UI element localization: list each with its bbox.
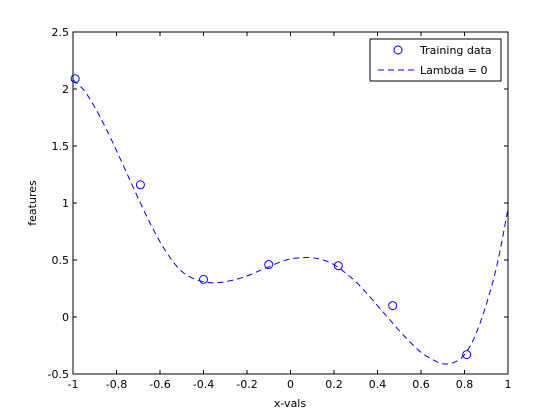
x-tick-label: 1 xyxy=(505,378,512,391)
x-tick-label: -0.2 xyxy=(236,378,257,391)
x-tick-label: -0.4 xyxy=(193,378,214,391)
x-tick-label: 0.4 xyxy=(369,378,387,391)
y-tick-label: 2.5 xyxy=(52,26,70,39)
y-tick-label: 2 xyxy=(62,83,69,96)
y-tick-label: 1.5 xyxy=(52,140,70,153)
x-tick-label: -0.8 xyxy=(106,378,127,391)
x-tick-label: 0.2 xyxy=(325,378,343,391)
y-tick-label: 0 xyxy=(62,311,69,324)
legend: Training data Lambda = 0 xyxy=(370,39,501,81)
y-tick-label: 1 xyxy=(62,197,69,210)
x-tick-label: 0 xyxy=(287,378,294,391)
legend-label-lambda: Lambda = 0 xyxy=(420,64,488,77)
x-tick-label: -1 xyxy=(68,378,79,391)
x-tick-label: 0.6 xyxy=(412,378,430,391)
y-tick-label: -0.5 xyxy=(48,368,69,381)
y-axis-label: features xyxy=(26,180,39,226)
plot-area xyxy=(73,32,508,374)
x-tick-label: 0.8 xyxy=(456,378,474,391)
x-axis-label: x-vals xyxy=(274,397,306,410)
legend-label-training-data: Training data xyxy=(419,44,492,57)
y-tick-label: 0.5 xyxy=(52,254,70,267)
x-tick-label: -0.6 xyxy=(149,378,170,391)
